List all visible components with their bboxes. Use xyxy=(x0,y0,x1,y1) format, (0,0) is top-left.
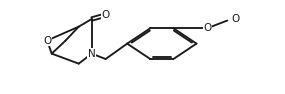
Text: N: N xyxy=(88,49,96,59)
Text: O: O xyxy=(101,10,110,20)
Text: O: O xyxy=(43,36,51,45)
Text: O: O xyxy=(203,23,211,33)
Text: O: O xyxy=(101,10,110,20)
Text: O: O xyxy=(231,14,239,24)
